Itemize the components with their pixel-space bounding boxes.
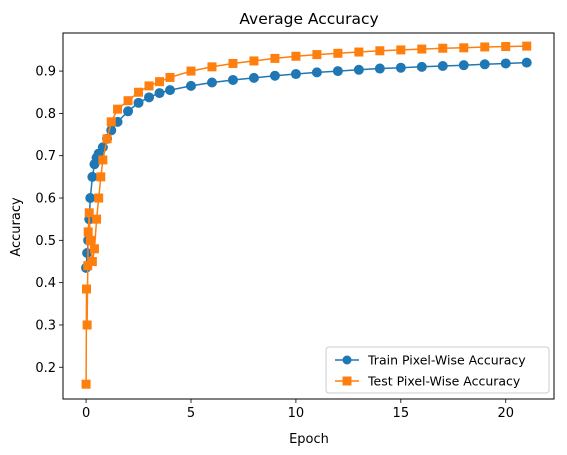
data-point [165, 85, 176, 96]
data-point [374, 63, 385, 74]
data-point [437, 61, 448, 72]
data-point [500, 58, 511, 69]
data-point [333, 48, 343, 58]
data-point [479, 59, 490, 70]
data-point [83, 227, 93, 237]
y-tick-label: 0.7 [35, 149, 56, 164]
plot-frame [62, 32, 555, 400]
data-point [290, 69, 301, 80]
data-point [87, 256, 97, 266]
data-point [249, 56, 259, 66]
data-point [459, 43, 469, 53]
data-point [81, 379, 91, 389]
data-point [312, 50, 322, 60]
data-point [98, 155, 108, 165]
data-point [82, 320, 92, 330]
x-tick-label: 10 [288, 406, 305, 421]
data-point [155, 77, 165, 87]
data-point [207, 62, 217, 72]
axes: 0 5 10 15 20 0.2 0.3 0.4 0.5 0.6 0.7 0.8 0.9 [35, 32, 555, 421]
data-point [227, 74, 238, 85]
legend-label-1: Test Pixel-Wise Accuracy [367, 374, 521, 389]
data-point [85, 193, 96, 204]
x-tick-label: 20 [497, 406, 514, 421]
data-point [438, 43, 448, 53]
data-point [417, 44, 427, 54]
data-point [458, 60, 469, 71]
data-point [248, 72, 259, 83]
data-point [113, 104, 123, 114]
y-tick-label: 0.5 [35, 234, 56, 249]
data-point [375, 46, 385, 56]
data-point [92, 214, 102, 224]
series-line-0 [85, 61, 527, 268]
data-point [270, 53, 280, 63]
data-point [395, 62, 406, 73]
data-point [291, 51, 301, 61]
data-point [134, 87, 144, 97]
data-point [83, 261, 93, 271]
data-point [123, 106, 134, 117]
data-point [165, 72, 175, 82]
data-point [144, 81, 154, 91]
data-point [354, 47, 364, 57]
data-point [186, 66, 196, 76]
data-point [106, 117, 116, 127]
x-axis-label: Epoch [289, 432, 329, 447]
legend: Train Pixel-Wise Accuracy Test Pixel-Wise… [325, 346, 550, 394]
y-tick-label: 0.9 [35, 65, 56, 80]
legend-box [325, 346, 550, 394]
legend-marker-1 [342, 376, 352, 386]
data-point [85, 235, 95, 245]
x-tick-label: 15 [393, 406, 410, 421]
data-point [94, 193, 104, 203]
data-point [416, 61, 427, 72]
data-point [96, 172, 106, 182]
x-tick-label: 0 [82, 406, 90, 421]
data-point [480, 42, 490, 52]
data-point [311, 67, 322, 78]
data-point [332, 66, 343, 77]
x-tick-label: 5 [187, 406, 195, 421]
data-point [185, 80, 196, 91]
y-tick-label: 0.6 [35, 192, 56, 207]
data-point [522, 41, 532, 51]
data-point [501, 42, 511, 52]
data-point [269, 70, 280, 81]
data-point [87, 171, 98, 182]
y-tick-label: 0.4 [35, 276, 56, 291]
data-point [353, 64, 364, 75]
data-point [82, 284, 92, 294]
chart-title: Average Accuracy [239, 10, 378, 28]
data-point [396, 45, 406, 55]
y-tick-label: 0.8 [35, 107, 56, 122]
data-point [89, 244, 99, 254]
legend-label-0: Train Pixel-Wise Accuracy [367, 353, 526, 368]
data-point [133, 97, 144, 108]
data-point [521, 57, 532, 68]
data-point [82, 248, 93, 259]
plot-area [81, 41, 532, 389]
data-point [144, 92, 155, 103]
legend-marker-0 [342, 355, 352, 365]
data-point [123, 96, 133, 106]
data-point [84, 208, 94, 218]
data-point [154, 88, 165, 99]
data-point [102, 134, 112, 144]
data-point [228, 58, 238, 68]
y-tick-label: 0.2 [35, 361, 56, 376]
data-point [206, 77, 217, 88]
y-tick-label: 0.3 [35, 318, 56, 333]
y-axis-label: Accuracy [9, 197, 24, 257]
